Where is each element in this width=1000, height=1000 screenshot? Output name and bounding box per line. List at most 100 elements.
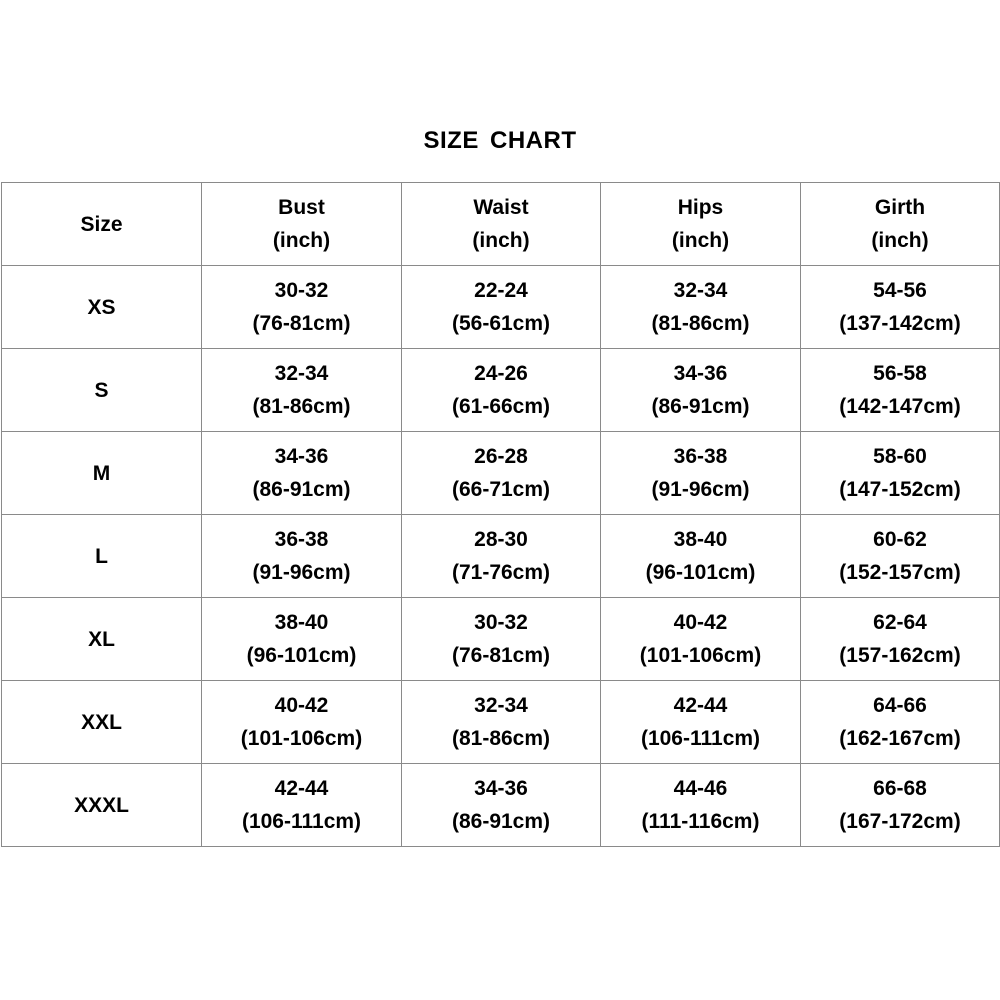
cm-range: (61-66cm) [451, 395, 551, 418]
cm-range: (66-71cm) [451, 478, 551, 501]
measurement-cell: 30-32 (76-81cm) [201, 265, 402, 349]
size-label: XXXL [1, 763, 202, 847]
table-row: XXL 40-42 (101-106cm) 32-34 (81-86cm) 42-44 (1… [1, 680, 1000, 764]
inch-range: 24-26 [474, 362, 528, 385]
size-label: XS [1, 265, 202, 349]
measurement-cell: 36-38 (91-96cm) [201, 514, 402, 598]
cm-range: (91-96cm) [651, 478, 750, 501]
measurement-cell: 38-40 (96-101cm) [201, 597, 402, 681]
size-label: L [1, 514, 202, 598]
cm-range: (101-106cm) [639, 644, 762, 667]
cm-range: (86-91cm) [451, 810, 551, 833]
measurement-cell: 66-68 (167-172cm) [800, 763, 1000, 847]
inch-range: 60-62 [873, 528, 927, 551]
cm-range: (142-147cm) [839, 395, 961, 418]
cm-range: (76-81cm) [451, 644, 551, 667]
cm-range: (76-81cm) [252, 312, 351, 335]
cm-range: (86-91cm) [252, 478, 351, 501]
cm-range: (56-61cm) [451, 312, 551, 335]
measurement-cell: 34-36 (86-91cm) [600, 348, 801, 432]
inch-range: 32-34 [274, 362, 329, 385]
measurement-cell: 34-36 (86-91cm) [401, 763, 601, 847]
column-unit: (inch) [671, 229, 730, 252]
column-name: Girth [874, 196, 926, 219]
inch-range: 38-40 [673, 528, 728, 551]
inch-range: 62-64 [873, 611, 927, 634]
size-label: XL [1, 597, 202, 681]
measurement-cell: 36-38 (91-96cm) [600, 431, 801, 515]
cm-range: (96-101cm) [246, 644, 357, 667]
inch-range: 32-34 [474, 694, 528, 717]
inch-range: 38-40 [274, 611, 329, 634]
table-row: M 34-36 (86-91cm) 26-28 (66-71cm) 36-38 (91-96… [1, 431, 1000, 515]
column-unit: (inch) [272, 229, 331, 252]
measurement-cell: 54-56 (137-142cm) [800, 265, 1000, 349]
cm-range: (81-86cm) [252, 395, 351, 418]
inch-range: 44-46 [673, 777, 728, 800]
header-row: Size Bust (inch) Waist (inch) Hips (inch) Girth… [1, 182, 1000, 266]
inch-range: 56-58 [873, 362, 927, 385]
measurement-cell: 64-66 (162-167cm) [800, 680, 1000, 764]
measurement-cell: 38-40 (96-101cm) [600, 514, 801, 598]
measurement-cell: 42-44 (106-111cm) [201, 763, 402, 847]
inch-range: 42-44 [274, 777, 329, 800]
cm-range: (147-152cm) [839, 478, 961, 501]
cm-range: (81-86cm) [451, 727, 551, 750]
inch-range: 40-42 [673, 611, 728, 634]
measurement-cell: 56-58 (142-147cm) [800, 348, 1000, 432]
inch-range: 64-66 [873, 694, 927, 717]
measurement-cell: 32-34 (81-86cm) [401, 680, 601, 764]
measurement-cell: 62-64 (157-162cm) [800, 597, 1000, 681]
measurement-cell: 28-30 (71-76cm) [401, 514, 601, 598]
column-unit: (inch) [472, 229, 530, 252]
cm-range: (106-111cm) [241, 810, 362, 833]
cm-range: (152-157cm) [839, 561, 961, 584]
inch-range: 58-60 [873, 445, 927, 468]
inch-range: 40-42 [274, 694, 329, 717]
cm-range: (86-91cm) [651, 395, 750, 418]
page-title: SIZE CHART [423, 127, 577, 154]
inch-range: 34-36 [274, 445, 329, 468]
measurement-cell: 34-36 (86-91cm) [201, 431, 402, 515]
measurement-cell: 22-24 (56-61cm) [401, 265, 601, 349]
measurement-cell: 42-44 (106-111cm) [600, 680, 801, 764]
column-name: Bust [278, 196, 325, 219]
measurement-cell: 40-42 (101-106cm) [600, 597, 801, 681]
inch-range: 30-32 [474, 611, 528, 634]
inch-range: 42-44 [673, 694, 728, 717]
measurement-cell: 26-28 (66-71cm) [401, 431, 601, 515]
measurement-cell: 32-34 (81-86cm) [201, 348, 402, 432]
inch-range: 30-32 [274, 279, 329, 302]
inch-range: 28-30 [474, 528, 528, 551]
inch-range: 34-36 [474, 777, 528, 800]
table-row: L 36-38 (91-96cm) 28-30 (71-76cm) 38-40 (96-10… [1, 514, 1000, 598]
cm-range: (81-86cm) [651, 312, 750, 335]
inch-range: 34-36 [673, 362, 728, 385]
measurement-cell: 30-32 (76-81cm) [401, 597, 601, 681]
inch-range: 36-38 [274, 528, 329, 551]
header-cell-waist: Waist (inch) [401, 182, 601, 266]
size-label: M [1, 431, 202, 515]
inch-range: 26-28 [474, 445, 528, 468]
cm-range: (91-96cm) [252, 561, 351, 584]
column-name: Waist [473, 196, 529, 219]
inch-range: 32-34 [673, 279, 728, 302]
measurement-cell: 60-62 (152-157cm) [800, 514, 1000, 598]
cm-range: (96-101cm) [645, 561, 756, 584]
measurement-cell: 24-26 (61-66cm) [401, 348, 601, 432]
measurement-cell: 40-42 (101-106cm) [201, 680, 402, 764]
measurement-cell: 44-46 (111-116cm) [600, 763, 801, 847]
size-chart-table: Size Bust (inch) Waist (inch) Hips (inch) Girth… [1, 182, 1000, 847]
cm-range: (71-76cm) [451, 561, 551, 584]
inch-range: 54-56 [873, 279, 927, 302]
size-label: XXL [1, 680, 202, 764]
column-name: Hips [677, 196, 724, 219]
cm-range: (111-116cm) [641, 810, 760, 833]
cm-range: (101-106cm) [240, 727, 363, 750]
size-label: S [1, 348, 202, 432]
header-cell-bust: Bust (inch) [201, 182, 402, 266]
column-unit: (inch) [871, 229, 929, 252]
cm-range: (106-111cm) [640, 727, 761, 750]
table-row: XS 30-32 (76-81cm) 22-24 (56-61cm) 32-34 (81-8… [1, 265, 1000, 349]
cm-range: (167-172cm) [839, 810, 961, 833]
